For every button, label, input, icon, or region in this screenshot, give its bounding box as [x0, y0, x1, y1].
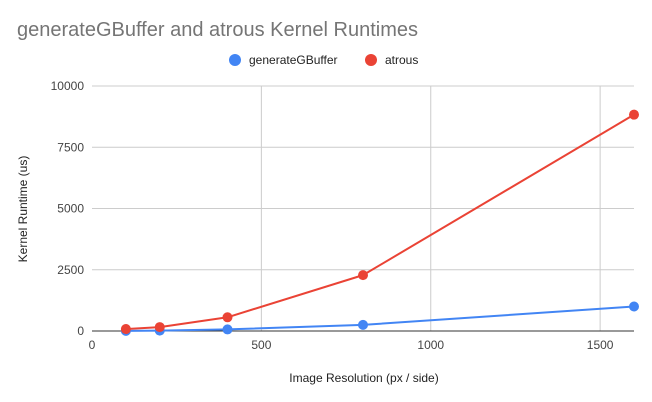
y-tick-label: 0	[77, 324, 84, 338]
series	[120, 109, 639, 336]
data-point-atrous	[358, 270, 368, 281]
data-point-generateGBuffer	[629, 301, 639, 312]
y-tick-label: 10000	[51, 79, 85, 93]
legend-label-atrous: atrous	[385, 53, 418, 67]
y-tick-label: 7500	[57, 140, 84, 154]
data-point-atrous	[154, 322, 165, 333]
legend-marker-atrous	[365, 54, 377, 66]
chart-title: generateGBuffer and atrous Kernel Runtim…	[17, 19, 418, 41]
x-tick-label: 1000	[417, 338, 444, 352]
legend-label-generateGBuffer: generateGBuffer	[249, 53, 338, 67]
data-point-atrous	[120, 324, 131, 335]
x-axis-label: Image Resolution (px / side)	[289, 371, 438, 385]
data-point-atrous	[222, 312, 233, 323]
data-point-generateGBuffer	[222, 324, 233, 335]
series-line-generateGBuffer	[125, 305, 635, 332]
gridlines	[92, 85, 634, 332]
legend-marker-generateGBuffer	[229, 54, 241, 66]
y-tick-label: 5000	[57, 202, 84, 216]
y-tick-label: 2500	[57, 263, 84, 277]
data-point-generateGBuffer	[358, 319, 368, 330]
data-point-atrous	[629, 109, 639, 120]
x-tick-label: 500	[251, 338, 271, 352]
x-tick-label: 0	[89, 338, 96, 352]
y-axis-label: Kernel Runtime (us)	[16, 156, 30, 263]
x-tick-label: 1500	[587, 338, 614, 352]
legend: generateGBuffer atrous	[229, 53, 418, 67]
tick-labels: 0 2500 5000 7500 10000 0 500 1000 1500	[51, 79, 614, 352]
